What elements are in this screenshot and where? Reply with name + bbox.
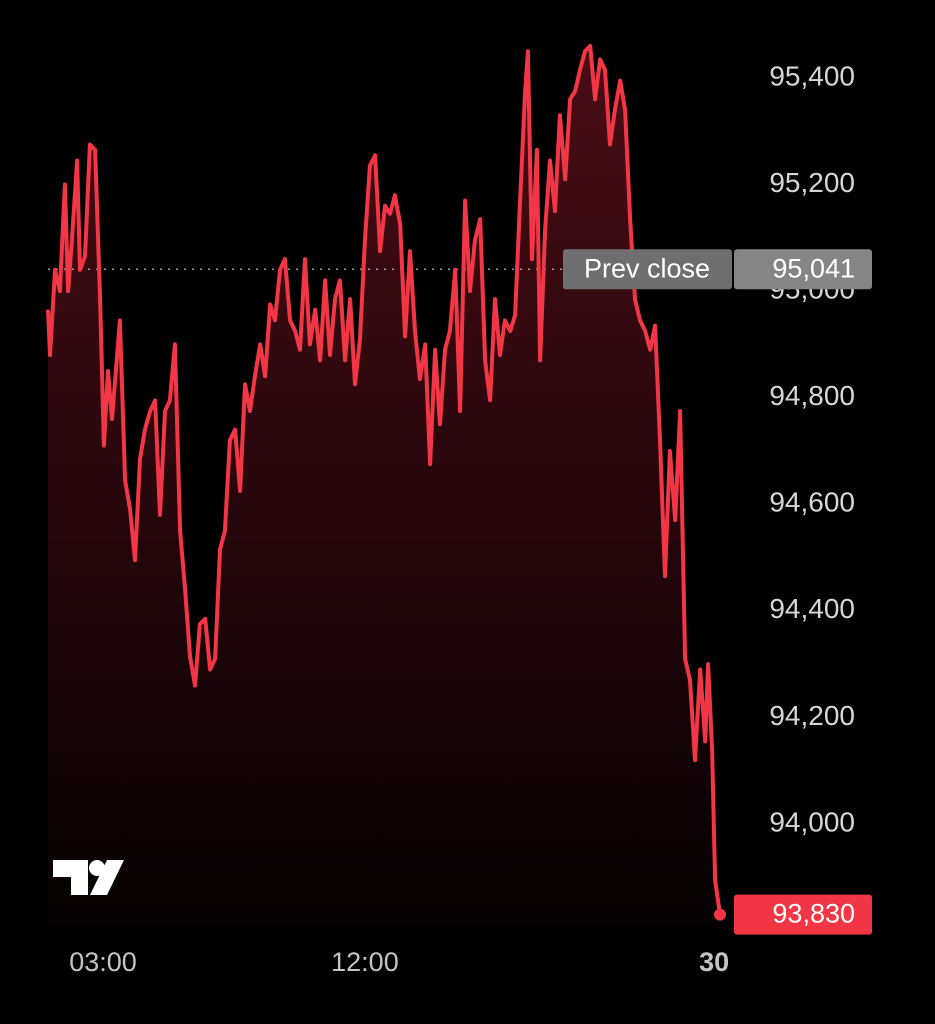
prev-close-badge [563,249,732,290]
y-tick-label: 94,600 [769,487,855,518]
prev-close-value: 95,041 [772,253,855,283]
x-tick-label: 03:00 [69,947,137,977]
current-price-badge [734,894,872,935]
price-line [46,43,722,915]
y-tick-label: 94,400 [769,593,855,624]
last-point [714,908,726,921]
tradingview-logo [53,860,124,895]
y-tick-label: 95,400 [769,60,855,91]
current-price-label: 93,830 [772,899,855,929]
x-tick-label: 12:00 [331,947,399,977]
price-area [48,45,720,931]
y-tick-label: 94,800 [769,380,855,411]
y-tick-label: 94,200 [769,700,855,731]
x-tick-label: 30 [699,947,729,977]
prev-close-label: Prev close [584,253,710,283]
y-tick-label: 95,200 [769,167,855,198]
prev-close-value-badge [734,249,872,290]
y-tick-label: 94,000 [769,806,855,837]
